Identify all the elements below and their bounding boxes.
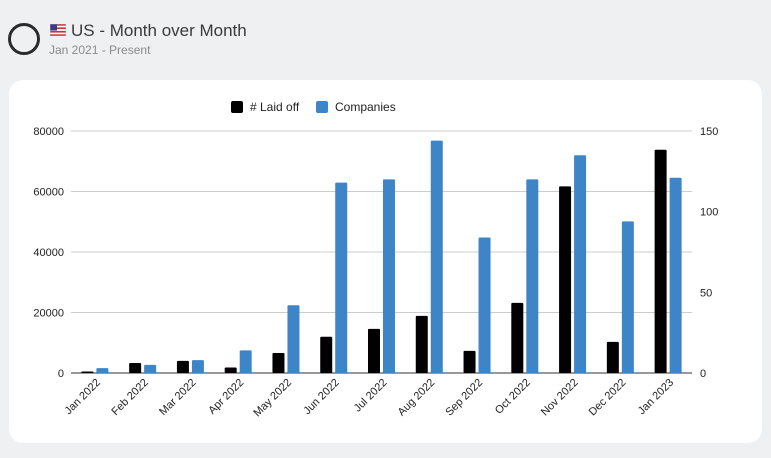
bar-companies: [96, 368, 109, 373]
y-left-tick-label: 40000: [33, 247, 64, 259]
y-left-tick-label: 0: [58, 368, 64, 380]
bar-laid-off: [463, 350, 476, 373]
y-right-tick-label: 50: [700, 287, 712, 299]
x-tick-label: Jul 2022: [352, 377, 390, 415]
bar-laid-off: [224, 367, 237, 373]
bar-laid-off: [81, 371, 94, 373]
x-tick-label: Sep 2022: [443, 377, 485, 419]
bar-laid-off: [415, 315, 428, 373]
ring-icon: [8, 23, 40, 55]
bar-laid-off: [606, 341, 619, 373]
y-right-tick-label: 100: [700, 207, 718, 219]
bar-laid-off: [559, 186, 572, 373]
bar-laid-off: [129, 363, 142, 373]
y-right-tick-label: 150: [700, 126, 718, 138]
x-tick-label: Feb 2022: [109, 377, 150, 418]
x-tick-label: Aug 2022: [396, 377, 438, 419]
x-tick-label: Dec 2022: [587, 377, 629, 419]
bar-laid-off: [320, 336, 333, 373]
bar-companies: [335, 182, 348, 373]
bar-laid-off: [654, 149, 667, 373]
x-tick-label: Oct 2022: [493, 377, 533, 417]
bar-laid-off: [176, 360, 189, 373]
bar-companies: [621, 221, 634, 373]
legend-swatch-companies: [316, 101, 328, 113]
x-tick-label: Nov 2022: [539, 377, 581, 419]
bar-companies: [239, 350, 252, 373]
bar-companies: [669, 177, 682, 373]
y-left-tick-label: 80000: [33, 126, 64, 138]
bar-companies: [526, 179, 539, 373]
legend-swatch-laid-off: [231, 101, 243, 113]
bar-companies: [287, 305, 300, 373]
bar-companies: [191, 360, 204, 373]
bar-companies: [574, 155, 587, 373]
page-subtitle: Jan 2021 - Present: [49, 43, 151, 57]
bar-companies: [383, 179, 395, 373]
bar-laid-off: [368, 328, 380, 373]
bar-companies: [430, 140, 443, 373]
bar-laid-off: [511, 302, 524, 373]
us-flag-icon: [50, 24, 66, 36]
y-left-tick-label: 20000: [33, 308, 64, 320]
chart-card: 0 20000 40000 60000 80000 0 50 100 150 Jan 2022 Fe…: [9, 80, 762, 443]
x-tick-label: Jun 2022: [301, 377, 341, 417]
y-left-tick-label: 60000: [33, 187, 64, 199]
x-tick-label: May 2022: [251, 377, 294, 420]
bar-chart: 0 20000 40000 60000 80000 0 50 100 150 Jan 2022 Fe…: [33, 100, 718, 420]
y-right-tick-label: 0: [700, 368, 706, 380]
bar-laid-off: [272, 353, 285, 373]
legend-label-laid-off: # Laid off: [250, 100, 300, 114]
x-tick-label: Mar 2022: [157, 377, 198, 418]
bar-companies: [478, 237, 491, 373]
page-title: US - Month over Month: [71, 21, 247, 40]
legend-label-companies: Companies: [335, 100, 396, 114]
chart-header: US - Month over Month Jan 2021 - Present: [0, 0, 771, 78]
x-tick-label: Jan 2023: [636, 377, 676, 417]
bar-companies: [144, 364, 157, 373]
x-tick-label: Jan 2022: [63, 377, 103, 417]
x-tick-label: Apr 2022: [206, 377, 246, 417]
